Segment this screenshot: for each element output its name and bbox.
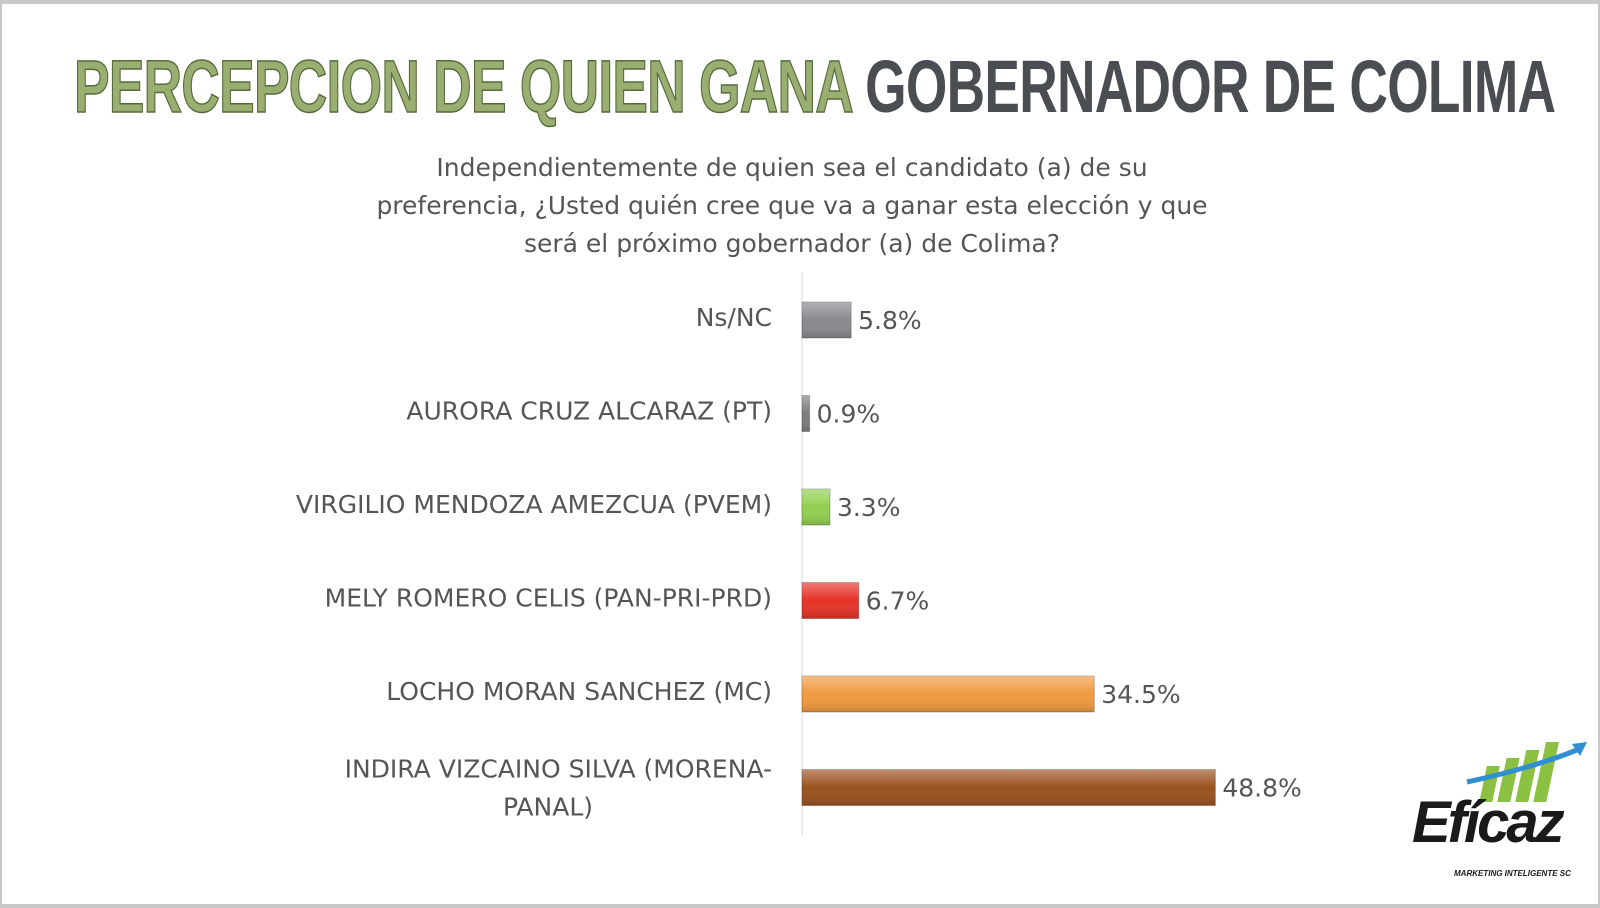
bar-highlight xyxy=(802,582,859,619)
category-label: LOCHO MORAN SANCHEZ (MC) xyxy=(386,677,772,706)
page-title: PERCEPCION DE QUIEN GANA GOBERNADOR DE C… xyxy=(73,44,1556,129)
data-label: 6.7% xyxy=(866,587,930,616)
bar-highlight xyxy=(802,489,830,525)
bar-highlight xyxy=(802,302,852,338)
bar-highlight xyxy=(802,769,1216,806)
category-label: MELY ROMERO CELIS (PAN-PRI-PRD) xyxy=(325,584,772,613)
title-part1: PERCEPCION DE QUIEN GANA xyxy=(73,44,852,129)
logo-tagline: MARKETING INTELIGENTE SC xyxy=(1454,869,1571,878)
category-label: VIRGILIO MENDOZA AMEZCUA (PVEM) xyxy=(296,490,772,519)
data-label: 34.5% xyxy=(1101,680,1180,709)
bar-highlight xyxy=(802,676,1095,712)
slide: PERCEPCION DE QUIEN GANA GOBERNADOR DE C… xyxy=(2,4,1598,904)
category-label: Ns/NC xyxy=(696,303,772,332)
category-label: AURORA CRUZ ALCARAZ (PT) xyxy=(406,397,772,426)
data-label: 5.8% xyxy=(858,306,922,335)
data-label: 3.3% xyxy=(837,493,901,522)
bar-highlight xyxy=(802,395,810,432)
category-label: INDIRA VIZCAINO SILVA (MORENA- xyxy=(345,755,772,784)
data-label: 48.8% xyxy=(1222,774,1301,803)
eficaz-logo: Efícaz MARKETING INTELIGENTE SC xyxy=(1412,742,1587,878)
data-label: 0.9% xyxy=(817,400,881,429)
chart-subtitle: Independientemente de quien sea el candi… xyxy=(376,153,1208,258)
logo-wordmark: Efícaz xyxy=(1412,790,1565,855)
title-part2: GOBERNADOR DE COLIMA xyxy=(865,45,1556,128)
category-label: PANAL) xyxy=(503,793,593,822)
